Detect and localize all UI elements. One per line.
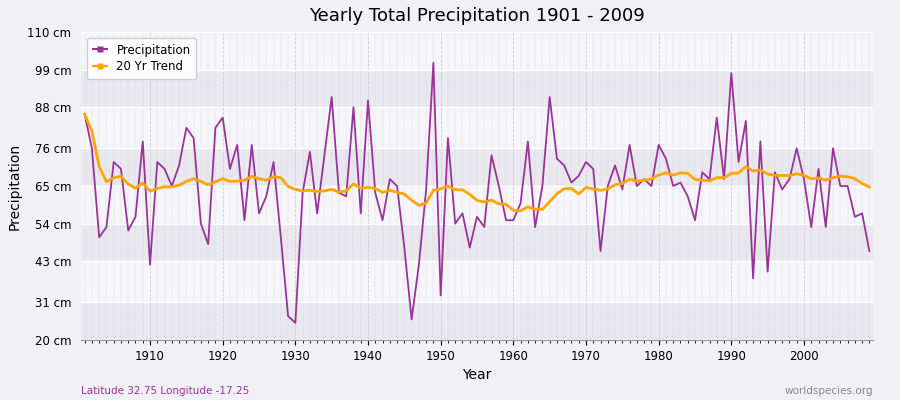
- Text: Latitude 32.75 Longitude -17.25: Latitude 32.75 Longitude -17.25: [81, 386, 249, 396]
- Bar: [81, 186, 873, 224]
- Bar: [81, 70, 873, 107]
- Bar: [81, 224, 873, 261]
- Y-axis label: Precipitation: Precipitation: [8, 142, 22, 230]
- X-axis label: Year: Year: [463, 368, 491, 382]
- Bar: [81, 261, 873, 302]
- Legend: Precipitation, 20 Yr Trend: Precipitation, 20 Yr Trend: [87, 38, 196, 79]
- Bar: [81, 148, 873, 186]
- Bar: [81, 32, 873, 70]
- Bar: [81, 107, 873, 148]
- Title: Yearly Total Precipitation 1901 - 2009: Yearly Total Precipitation 1901 - 2009: [309, 7, 645, 25]
- Text: worldspecies.org: worldspecies.org: [785, 386, 873, 396]
- Bar: [81, 302, 873, 340]
